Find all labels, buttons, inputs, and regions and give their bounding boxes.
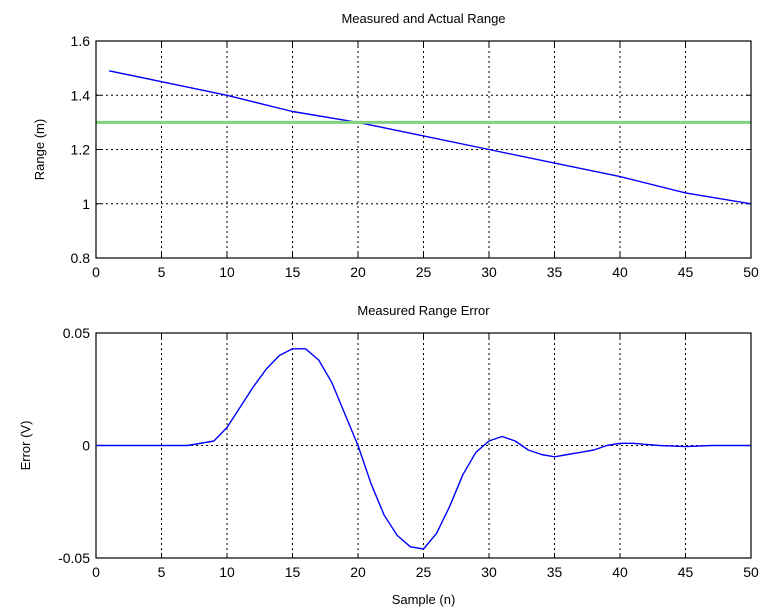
error-x-axis-label: Sample (n) <box>392 592 456 607</box>
error-x-tick-label: 10 <box>219 564 235 580</box>
range-series-line-1 <box>108 70 752 205</box>
range-chart-title: Measured and Actual Range <box>341 11 505 26</box>
error-chart: Measured Range Error 0 5 10 15 20 25 30 35 40 45 50… <box>18 303 759 607</box>
range-x-tick-label: 35 <box>547 264 563 280</box>
error-y-tick-label: -0.05 <box>58 550 90 566</box>
range-x-tick-label: 30 <box>481 264 497 280</box>
error-x-tick-label: 45 <box>678 564 694 580</box>
range-y-tick-label: 1.6 <box>71 33 91 49</box>
error-y-axis-label: Error (V) <box>18 421 33 471</box>
range-x-tick-label: 45 <box>678 264 694 280</box>
error-plot-frame <box>95 332 752 559</box>
error-x-tick-label: 5 <box>158 564 166 580</box>
error-x-tick-label: 40 <box>612 564 628 580</box>
error-x-tick-label: 50 <box>743 564 759 580</box>
range-y-tick-label: 0.8 <box>71 250 91 266</box>
range-plot-frame <box>95 40 752 259</box>
range-y-tick-label: 1.2 <box>71 142 91 158</box>
range-x-tick-label: 15 <box>285 264 301 280</box>
range-y-axis-label: Range (m) <box>32 119 47 180</box>
range-x-tick-label: 40 <box>612 264 628 280</box>
range-x-tick-label: 50 <box>743 264 759 280</box>
error-series-line-1 <box>96 348 751 550</box>
error-x-tick-label: 15 <box>285 564 301 580</box>
error-x-tick-label: 25 <box>416 564 432 580</box>
range-x-tick-label: 10 <box>219 264 235 280</box>
error-x-tick-label: 30 <box>481 564 497 580</box>
error-chart-title: Measured Range Error <box>357 303 490 318</box>
error-y-tick-label: 0 <box>82 438 90 454</box>
error-x-tick-label: 20 <box>350 564 366 580</box>
range-y-tick-label: 1.4 <box>71 87 91 103</box>
range-x-tick-label: 20 <box>350 264 366 280</box>
range-x-tick-label: 0 <box>92 264 100 280</box>
range-x-tick-label: 25 <box>416 264 432 280</box>
error-x-tick-label: 0 <box>92 564 100 580</box>
error-y-tick-label: 0.05 <box>63 325 90 341</box>
range-y-tick-label: 1 <box>82 196 90 212</box>
range-x-tick-label: 5 <box>158 264 166 280</box>
error-x-tick-label: 35 <box>547 564 563 580</box>
range-chart: Measured and Actual Range 0 5 10 15 20 25 30 35 4… <box>32 11 759 280</box>
